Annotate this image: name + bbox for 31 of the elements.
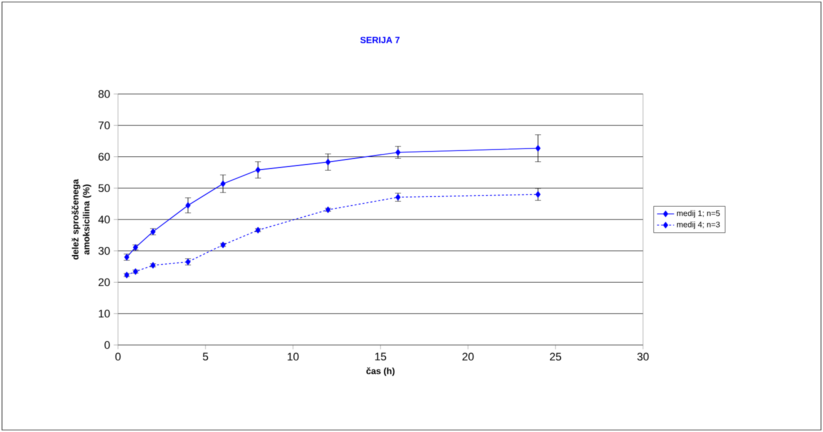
chart-title: SERIJA 7	[360, 36, 400, 44]
y-tick-label: 20	[98, 278, 110, 286]
y-tick-label: 50	[98, 184, 110, 192]
x-tick-label: 0	[115, 352, 121, 361]
point	[133, 268, 138, 275]
point	[396, 149, 401, 156]
point	[326, 206, 331, 213]
point	[326, 158, 331, 166]
point	[256, 166, 261, 174]
x-tick-label: 15	[375, 352, 386, 360]
x-tick-label: 25	[550, 352, 562, 361]
y-axis-title: delež sproščenega amoksicilina (%)	[72, 179, 92, 260]
x-tick-label: 10	[288, 352, 299, 361]
y-tick-label: 30	[98, 247, 110, 255]
point	[220, 180, 226, 187]
y-tick-label: 10	[98, 310, 110, 318]
y-tick-label: 0	[104, 341, 110, 349]
y-tick-label: 80	[98, 90, 110, 98]
point	[124, 272, 130, 278]
x-tick-label: 5	[202, 352, 208, 360]
point	[256, 226, 261, 234]
x-tick-label: 20	[462, 352, 474, 361]
x-tick-label: 30	[637, 352, 649, 361]
y-tick-label: 40	[98, 216, 110, 224]
point	[150, 262, 156, 269]
y-tick-label: 60	[98, 152, 110, 161]
y-tick-label: 70	[98, 122, 110, 130]
point	[536, 145, 541, 152]
point	[536, 191, 541, 198]
point	[186, 202, 191, 209]
x-axis-title: čas (h)	[366, 367, 395, 376]
